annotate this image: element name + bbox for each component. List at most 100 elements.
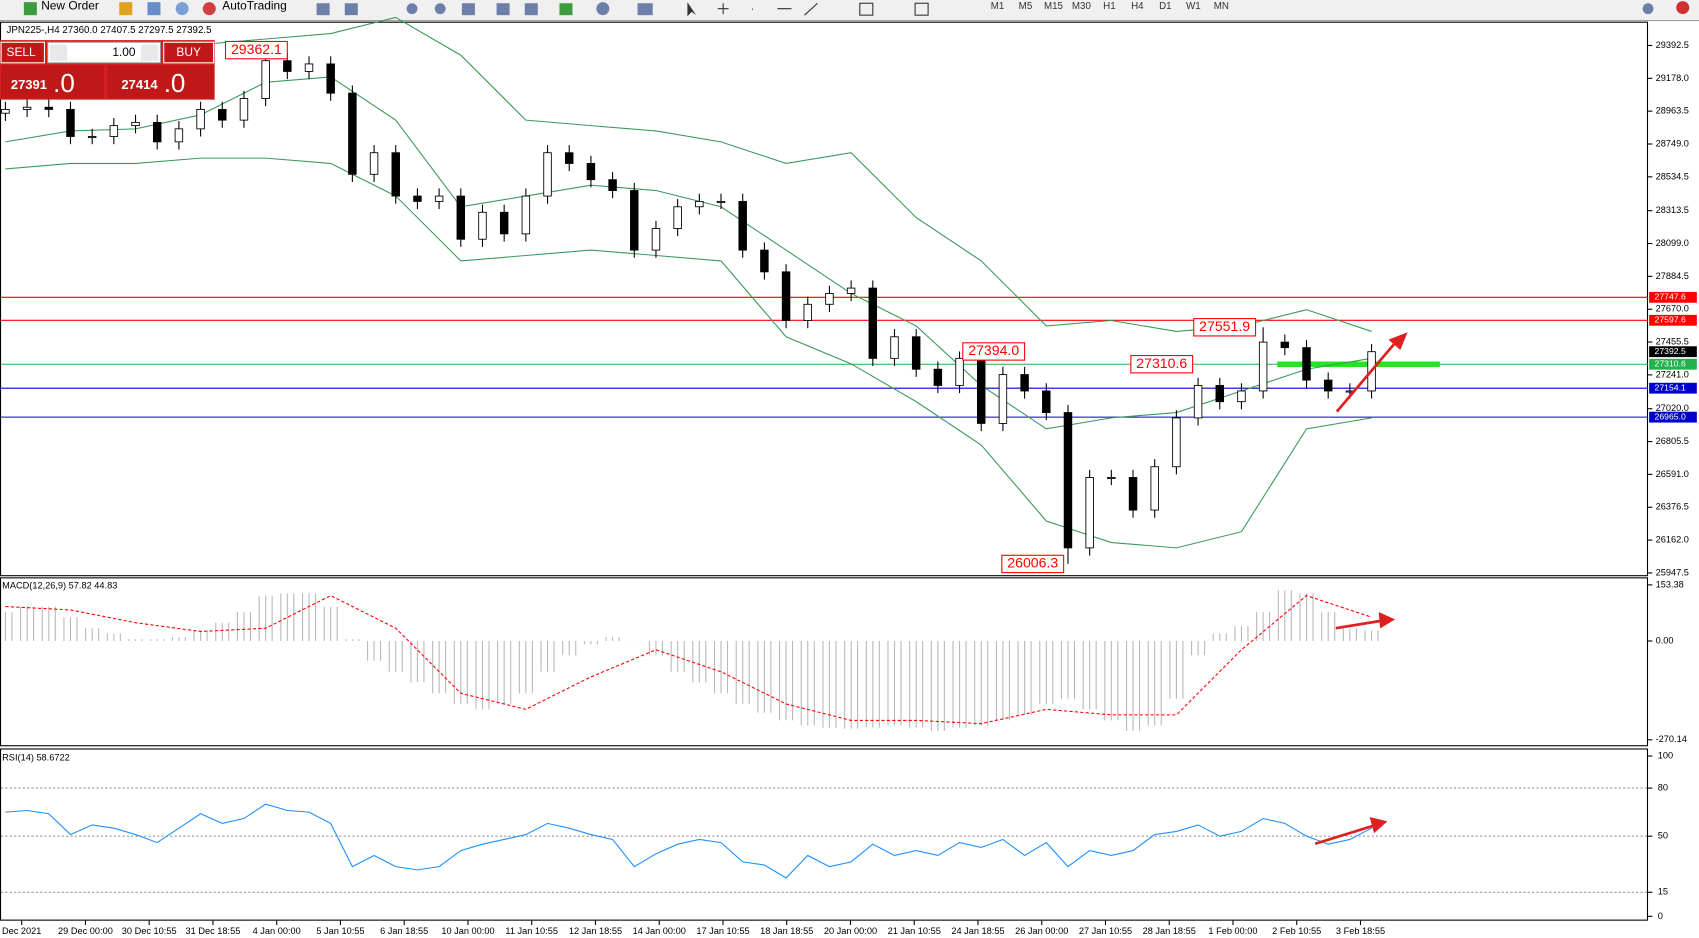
timeframe-button[interactable]: MN — [1214, 1, 1229, 12]
macd-signal — [5, 595, 1372, 725]
candle-body — [673, 206, 682, 229]
notification-icon[interactable] — [1676, 1, 1690, 15]
candle-body — [890, 336, 899, 359]
timeframe-button[interactable]: H4 — [1131, 1, 1144, 12]
x-tick-label: 6 Jan 18:55 — [380, 926, 428, 936]
candle-body — [218, 108, 227, 121]
lot-increase[interactable] — [140, 44, 159, 61]
x-tick-label: 17 Jan 10:55 — [696, 926, 749, 936]
lot-input[interactable] — [47, 41, 162, 64]
lot-value: 1.00 — [112, 45, 136, 59]
candle-body — [499, 211, 509, 235]
x-tick-label: 12 Jan 18:55 — [569, 926, 622, 936]
toolbar-icon[interactable] — [147, 2, 161, 16]
y-tick-label: 26805.5 — [1656, 436, 1689, 446]
buy-price-box[interactable] — [107, 64, 214, 99]
x-tick-label: 21 Jan 10:55 — [888, 926, 941, 936]
timeframe-button[interactable]: W1 — [1186, 1, 1201, 12]
y-tick-label: 27455.5 — [1656, 336, 1689, 346]
rsi-panel — [0, 748, 1649, 921]
timeframe-button[interactable]: H1 — [1103, 1, 1115, 12]
y-tick-label: 28313.5 — [1656, 205, 1689, 215]
timeframe-button[interactable]: M15 — [1044, 1, 1064, 12]
lot-decrease[interactable] — [49, 44, 68, 61]
toolbar-icon[interactable] — [344, 3, 358, 16]
indicators-icon[interactable] — [559, 3, 573, 16]
buy-button[interactable] — [163, 41, 215, 64]
arrow — [1335, 619, 1383, 630]
candle-body — [738, 200, 747, 251]
candle-body — [998, 374, 1008, 424]
candle-body — [608, 179, 617, 191]
cursor-icon[interactable] — [687, 2, 697, 17]
main-panel — [0, 21, 1649, 577]
x-tick-label: 10 Jan 00:00 — [441, 926, 494, 936]
candle-body — [456, 195, 466, 240]
toolbar-icon[interactable] — [461, 3, 475, 16]
level-label: 26965.0 — [1655, 411, 1686, 421]
sell-button[interactable] — [0, 41, 45, 64]
crosshair-icon[interactable] — [717, 3, 729, 15]
y-tick-label: 27241.0 — [1656, 369, 1689, 379]
arrow — [1314, 824, 1376, 846]
timeframe-button[interactable]: M1 — [991, 1, 1005, 12]
candle-body — [955, 357, 964, 386]
y-tick-label: 29392.5 — [1656, 40, 1689, 50]
templates-icon[interactable] — [637, 3, 653, 16]
toolbar-icon[interactable] — [496, 3, 510, 16]
sell-price-box[interactable] — [1, 64, 105, 99]
candle-body — [87, 136, 97, 139]
toolbar-icon[interactable] — [119, 2, 133, 16]
zoom-in-icon[interactable] — [406, 3, 418, 15]
level-label-box — [1649, 411, 1697, 423]
price-annotation-box — [1001, 554, 1065, 574]
candle-body — [152, 121, 162, 143]
x-tick-label: 29 Dec 00:00 — [58, 926, 113, 936]
toolbar-icon[interactable] — [524, 3, 538, 16]
candle-body — [630, 190, 639, 251]
search-icon[interactable] — [1642, 3, 1654, 15]
auto-trading-icon[interactable] — [202, 2, 216, 16]
candle-body — [651, 228, 661, 251]
x-tick-label: 24 Jan 18:55 — [951, 926, 1004, 936]
candle-body — [543, 152, 552, 197]
fibo-icon[interactable] — [859, 2, 874, 16]
candle-body — [326, 63, 335, 94]
x-tick-label: 11 Jan 10:55 — [505, 926, 558, 936]
zoom-out-icon[interactable] — [434, 3, 446, 15]
candle-body — [1258, 341, 1268, 392]
candle-body — [348, 92, 357, 175]
candle-body — [1237, 390, 1246, 403]
timeframe-button[interactable]: M30 — [1072, 1, 1092, 12]
y-tick-label: 27020.0 — [1656, 403, 1689, 413]
candle-body — [1323, 379, 1333, 392]
candle-body — [174, 128, 184, 143]
y-tick-label: 26376.5 — [1656, 502, 1689, 512]
timeframe-button[interactable]: D1 — [1159, 1, 1171, 12]
timeframe-button[interactable]: M5 — [1019, 1, 1033, 12]
new-order-button[interactable]: New Order — [41, 0, 99, 13]
periods-icon[interactable] — [596, 2, 610, 16]
candle-body — [933, 368, 943, 386]
toolbar-icon[interactable] — [175, 2, 189, 16]
level-label: 27597.6 — [1655, 315, 1686, 325]
level-label-box — [1649, 358, 1697, 370]
y-tick-label: 0.00 — [1656, 635, 1674, 645]
sell-price: 27391 — [11, 77, 47, 92]
y-tick-label: 28534.5 — [1656, 171, 1689, 181]
candle-body — [1193, 385, 1203, 419]
bollinger-middle — [5, 76, 1372, 430]
level-label: 27392.5 — [1655, 346, 1686, 356]
toolbar-icon[interactable] — [316, 3, 330, 16]
trendline-icon[interactable] — [804, 2, 818, 16]
sell-price-big: .0 — [53, 68, 75, 98]
new-order-icon[interactable] — [23, 2, 37, 16]
y-tick-label: 15 — [1658, 887, 1668, 897]
candle-body — [1107, 477, 1116, 479]
y-tick-label: 28749.0 — [1656, 138, 1689, 148]
auto-trading-button[interactable]: AutoTrading — [222, 0, 286, 13]
buy-price: 27414 — [121, 77, 158, 92]
arrow — [1335, 340, 1398, 413]
text-label-icon[interactable] — [914, 2, 929, 16]
line-tools[interactable] — [751, 8, 792, 10]
